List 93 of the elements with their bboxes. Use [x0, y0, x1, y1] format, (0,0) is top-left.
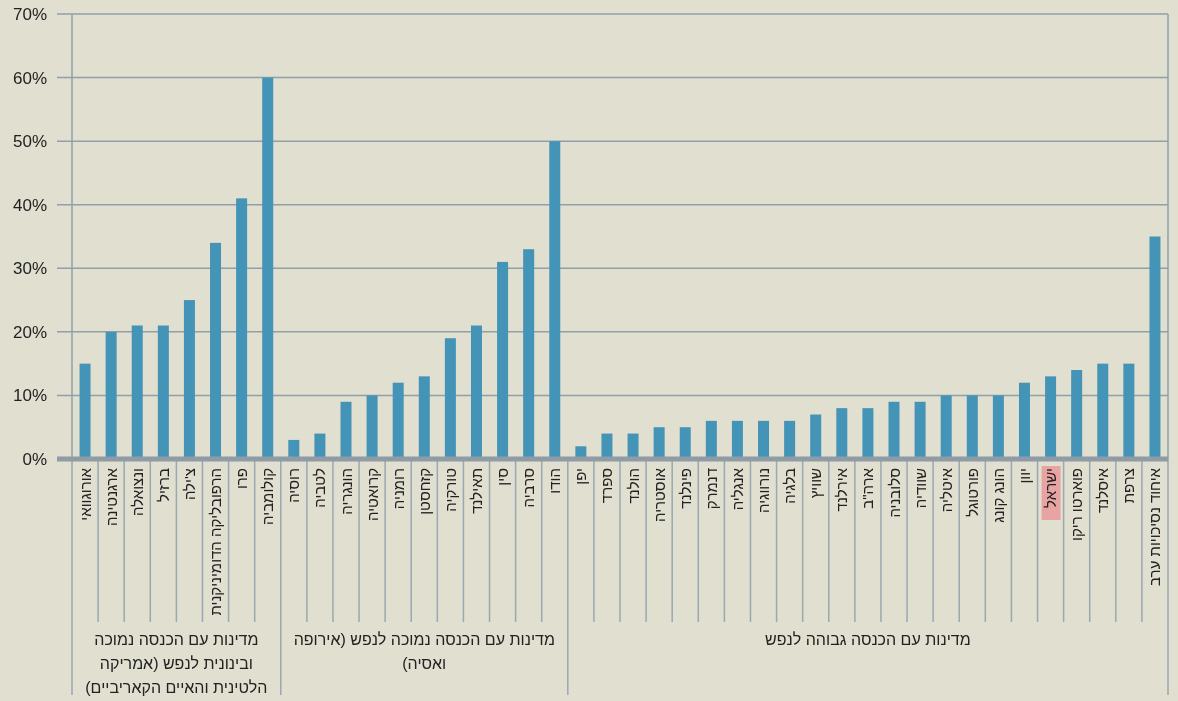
bar [340, 401, 352, 459]
x-tick-label: תאילנד [467, 468, 485, 514]
bar [1149, 236, 1161, 459]
x-tick-label: בלגיה [781, 467, 799, 504]
bar [784, 420, 796, 459]
bar [758, 420, 770, 459]
x-tick-label: פינלנד [676, 468, 694, 509]
bar [183, 300, 195, 459]
bar [131, 325, 143, 459]
bar [497, 261, 509, 459]
x-tick-label: קזחסטן [415, 467, 433, 515]
bar [940, 395, 952, 459]
y-tick-label: 10% [12, 386, 47, 406]
bar [1097, 363, 1109, 459]
bar [653, 427, 665, 459]
bar [810, 414, 822, 459]
x-tick-label: אורוגוואי [76, 467, 94, 521]
y-tick-label: 40% [12, 195, 47, 215]
y-tick-label: 20% [12, 322, 47, 342]
x-tick-label: אירלנד [833, 467, 851, 512]
bar [314, 433, 326, 459]
bar [836, 408, 848, 459]
x-tick-label: רוסיה [285, 468, 303, 503]
x-tick-label: אנגליה [728, 467, 746, 511]
bar [1123, 363, 1135, 459]
x-tick-label: דנמרק [702, 468, 720, 510]
x-tick-label: הרפובליקה הדומיניקנית [207, 468, 225, 616]
x-tick-label: סרביה [520, 467, 538, 508]
text: מדינות עם הכנסה נמוכה לנפש (אירופה ואסיה) [292, 630, 556, 674]
y-tick-label: 60% [12, 68, 47, 88]
x-tick-label: טורקיה [441, 468, 459, 512]
bar [523, 249, 535, 459]
x-tick-label: הונג קונג [989, 468, 1007, 523]
x-tick-label: ספרד [598, 467, 616, 504]
x-tick-label: לטביה [311, 467, 329, 508]
y-tick-label: 30% [12, 259, 47, 279]
bar [705, 420, 717, 459]
bar [392, 382, 404, 459]
x-tick-label: יוון [1015, 468, 1033, 484]
bar [888, 401, 900, 459]
bar [470, 325, 482, 459]
x-tick-label: נורווגיה [755, 468, 773, 513]
x-tick-label: קולומביה [259, 467, 277, 525]
x-tick-label: ונצואלה [128, 468, 146, 517]
bar [1045, 376, 1057, 459]
x-tick-label: שוויץ [807, 467, 825, 499]
text: מדינות עם הכנסה גבוהה לנפש [764, 630, 972, 650]
bar [549, 141, 561, 459]
bar [262, 77, 274, 459]
bar [418, 376, 430, 459]
bar [444, 338, 456, 459]
x-tick-label: סין [494, 467, 512, 486]
x-tick-label: רומניה [389, 468, 407, 510]
bar [236, 198, 248, 459]
x-tick-label: שוודיה [911, 467, 929, 509]
x-tick-label: איחוד נסיכויות ערב [1146, 467, 1164, 586]
bar [966, 395, 978, 459]
x-tick-label: הודו [546, 468, 564, 494]
y-tick-label: 50% [12, 132, 47, 152]
x-tick-label: איסלנד [1094, 467, 1112, 513]
y-tick-label: 70% [12, 5, 47, 24]
bar [79, 363, 91, 459]
x-tick-label: הונגריה [337, 468, 355, 515]
bar [731, 420, 743, 459]
x-tick-label: פרו [233, 468, 251, 490]
x-tick-label: ברזיל [154, 467, 172, 502]
x-tick-label: ארגנטינה [102, 467, 120, 526]
x-tick-label: צ'ילה [180, 468, 198, 501]
bar [992, 395, 1004, 459]
x-tick-label: יפן [572, 468, 590, 485]
bar [1071, 370, 1083, 459]
x-tick-label: קרואטיה [363, 467, 381, 522]
y-tick-label: 0% [22, 450, 47, 469]
bar [679, 427, 691, 459]
x-tick-label: סלובניה [885, 467, 903, 518]
bar [366, 395, 378, 459]
x-tick-label: הולנד [624, 468, 642, 504]
bar [862, 408, 874, 459]
x-tick-label: איטליה [937, 467, 955, 513]
x-tick-label: ארה"ב [859, 467, 877, 509]
x-tick-label: פוארטו ריקו [1068, 468, 1086, 541]
bar [210, 242, 222, 459]
bar [914, 401, 926, 459]
x-tick-label: צרפת [1120, 468, 1138, 504]
x-tick-label: פורטוגל [963, 468, 981, 517]
bar [627, 433, 639, 459]
bar [157, 325, 169, 459]
x-tick-label: ישראל [1042, 468, 1060, 508]
bar [105, 331, 117, 459]
text: מדינות עם הכנסה נמוכה ובינונית לנפש (אמריקה הלטינית והאיים הקאריביים) [84, 630, 269, 698]
bar [1018, 382, 1030, 459]
x-tick-label: אוסטריה [650, 467, 668, 523]
bar [601, 433, 613, 459]
